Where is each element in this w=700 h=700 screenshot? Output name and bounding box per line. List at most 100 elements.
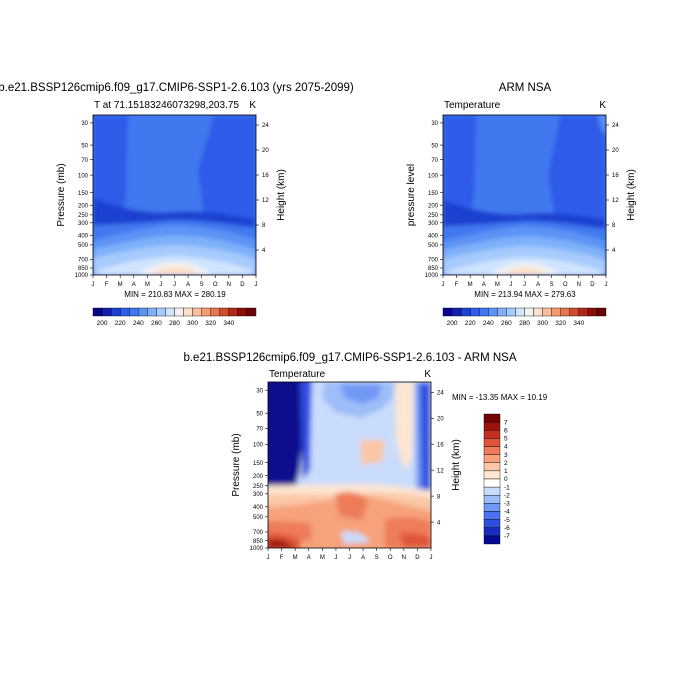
y2-tick-label: 16 (262, 173, 269, 179)
colorbar-swatch (174, 307, 184, 317)
x-tick-label: S (375, 555, 379, 561)
y-tick-label: 400 (78, 233, 89, 239)
colorbar-label: -6 (504, 525, 510, 532)
y-tick-label: 1000 (250, 546, 264, 552)
chart-subtitle: Temperature (444, 100, 501, 111)
contour-field (268, 382, 431, 548)
colorbar-swatch (483, 535, 501, 545)
colorbar-swatch (165, 307, 175, 317)
colorbar-label: -5 (504, 517, 510, 524)
colorbar-swatch (119, 307, 130, 317)
x-tick-label: J (348, 555, 351, 561)
colorbar-label: 320 (555, 320, 566, 327)
colorbar-swatch (451, 307, 462, 317)
colorbar-swatch (479, 307, 489, 317)
colorbar-swatch (101, 307, 112, 317)
y-tick-label: 300 (253, 492, 264, 498)
colorbar-label: 5 (504, 436, 508, 443)
y-axis-label: pressure level (406, 164, 417, 226)
y2-tick-label: 8 (262, 223, 266, 229)
y2-tick-label: 8 (437, 494, 441, 500)
y2-tick-label: 4 (612, 248, 616, 254)
colorbar-label: 200 (447, 320, 458, 327)
y-tick-label: 200 (428, 203, 439, 209)
colorbar-swatch (246, 307, 257, 317)
colorbar-swatch (524, 307, 534, 317)
colorbar-swatch (237, 307, 248, 317)
colorbar-swatch (129, 307, 139, 317)
colorbar-swatch (578, 307, 589, 317)
x-tick-label: F (455, 282, 459, 288)
y-tick-label: 700 (78, 258, 89, 264)
units-label: K (424, 369, 431, 380)
y2-tick-label: 16 (612, 173, 619, 179)
x-tick-label: J (255, 282, 258, 288)
y-tick-label: 700 (428, 258, 439, 264)
x-tick-label: A (536, 282, 540, 288)
colorbar-swatch (483, 503, 501, 512)
colorbar-swatch (483, 454, 501, 463)
colorbar-swatch (469, 307, 480, 317)
x-tick-label: A (132, 282, 136, 288)
y-tick-label: 70 (431, 158, 438, 164)
colorbar-label: 260 (501, 320, 512, 327)
y2-tick-label: 8 (612, 223, 616, 229)
y-tick-label: 850 (253, 539, 264, 545)
x-tick-label: A (361, 555, 365, 561)
y-tick-label: 70 (81, 158, 88, 164)
colorbar-label: 340 (573, 320, 584, 327)
colorbar-swatch (210, 307, 220, 317)
y2-tick-label: 20 (262, 148, 269, 154)
colorbar-label: -7 (504, 533, 510, 540)
colorbar-swatch (483, 430, 501, 439)
y2-tick-label: 4 (262, 248, 266, 254)
x-tick-label: M (118, 282, 123, 288)
x-tick-label: J (442, 282, 445, 288)
panel-obs: ARM NSA Temperature K 30 50 70 100 150 200 250… (406, 82, 637, 327)
colorbar-label: 2 (504, 460, 508, 467)
y-tick-label: 200 (78, 203, 89, 209)
y-tick-label: 300 (78, 221, 89, 227)
colorbar-swatch (483, 438, 501, 447)
colorbar-label: 3 (504, 452, 508, 459)
x-tick-label: S (550, 282, 554, 288)
contour-field (443, 115, 606, 275)
y-tick-label: 100 (253, 443, 264, 449)
colorbar-label: 0 (504, 476, 508, 483)
colorbar-label: 280 (519, 320, 530, 327)
colorbar-swatch (201, 307, 211, 317)
x-tick-label: F (105, 282, 109, 288)
y-tick-label: 700 (253, 530, 264, 536)
chart-title: ARM NSA (499, 82, 552, 94)
y-tick-label: 150 (78, 191, 89, 197)
y-tick-label: 850 (428, 266, 439, 272)
colorbar-swatch (483, 462, 501, 472)
y2-tick-label: 12 (437, 468, 444, 474)
colorbar-swatch (147, 307, 157, 317)
colorbar-swatch (138, 307, 148, 317)
y-tick-label: 1000 (75, 273, 89, 279)
colorbar-label: 1 (504, 468, 508, 475)
panel-difference: b.e21.BSSP126cmip6.f09_g17.CMIP6-SSP1-2.… (183, 352, 547, 561)
x-tick-label: M (145, 282, 150, 288)
y-tick-label: 100 (428, 173, 439, 179)
y-axis-label: Pressure (mb) (231, 433, 242, 496)
chart-title: b.e21.BSSP126cmip6.f09_g17.CMIP6-SSP1-2.… (183, 352, 516, 364)
units-label: K (599, 100, 606, 111)
x-tick-label: O (563, 282, 568, 288)
colorbar-swatch (483, 470, 501, 480)
y-tick-label: 30 (256, 388, 263, 394)
x-tick-label: D (240, 282, 245, 288)
y-tick-label: 250 (428, 213, 439, 219)
chart-subtitle: Temperature (269, 369, 326, 380)
colorbar-label: 340 (223, 320, 234, 327)
x-tick-label: N (577, 282, 581, 288)
colorbar-swatch (442, 307, 453, 317)
x-tick-label: J (159, 282, 162, 288)
y-tick-label: 850 (78, 266, 89, 272)
y2-tick-label: 24 (612, 123, 619, 129)
colorbar-label: 260 (151, 320, 162, 327)
